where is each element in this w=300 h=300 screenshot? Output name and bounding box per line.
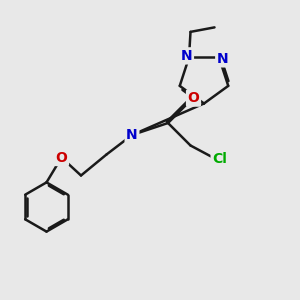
- Text: O: O: [188, 91, 200, 105]
- Text: O: O: [56, 151, 68, 164]
- Text: N: N: [181, 49, 192, 63]
- Text: Cl: Cl: [212, 152, 227, 166]
- Text: N: N: [126, 128, 138, 142]
- Text: N: N: [217, 52, 228, 66]
